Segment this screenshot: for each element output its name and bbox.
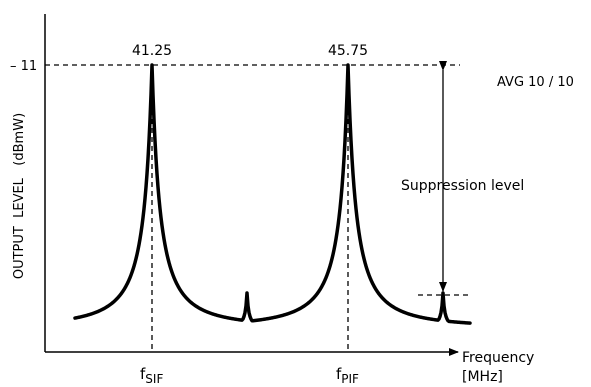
suppression-label: Suppression level [401,178,524,194]
peak-label-1: 41.25 [132,43,172,59]
y-tick-label: – 11 [10,59,37,74]
x-axis-label: Frequency [462,350,534,366]
y-axis-label: OUTPUT LEVEL (dBmW) [12,113,27,279]
x-axis-unit: [MHz] [462,369,503,385]
x-tick-label-2: fPIF [336,365,359,386]
avg-label: AVG 10 / 10 [497,75,574,90]
peak-label-2: 45.75 [328,43,368,59]
spectrum-trace [73,63,472,325]
x-tick-label-1: fSIF [140,365,163,386]
